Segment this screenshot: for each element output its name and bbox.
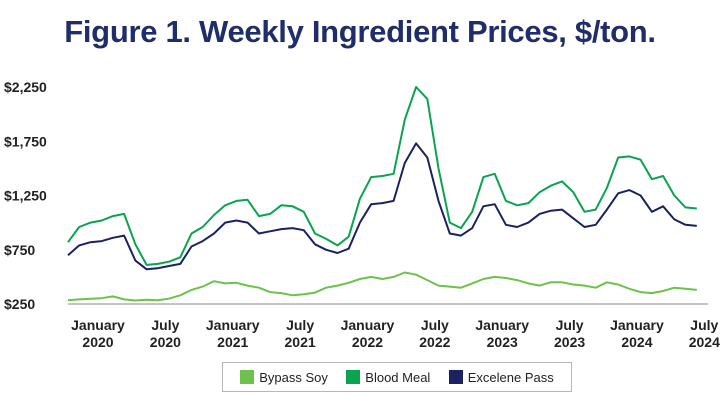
x-tick-label: January	[610, 317, 664, 333]
x-tick-label: 2024	[621, 334, 652, 350]
series-line-excelene-pass	[67, 142, 697, 271]
y-tick-label: $2,250	[4, 79, 47, 95]
x-axis-tick-labels: January2020July2020January2021July2021Ja…	[71, 317, 720, 350]
x-tick-label: 2023	[487, 334, 518, 350]
x-tick-label: July	[421, 317, 449, 333]
series-line-bypass-soy	[67, 271, 697, 302]
chart-legend: Bypass Soy Blood Meal Excelene Pass	[222, 362, 572, 392]
series-lines	[67, 86, 697, 302]
x-tick-label: 2024	[689, 334, 720, 350]
legend-item-excelene-pass: Excelene Pass	[448, 369, 554, 385]
legend-item-blood-meal: Blood Meal	[346, 370, 430, 385]
legend-swatch-excelene-pass	[448, 370, 463, 384]
x-tick-label: January	[71, 317, 125, 333]
x-tick-label: January	[341, 317, 395, 333]
legend-swatch-bypass-soy	[240, 370, 255, 384]
y-axis-tick-labels: $250 $750 $1,250 $1,750 $2,250	[4, 79, 47, 312]
x-tick-label: 2020	[82, 334, 113, 350]
legend-label-bypass-soy: Bypass Soy	[259, 369, 328, 385]
x-tick-label: July	[151, 317, 179, 333]
x-tick-label: 2021	[285, 334, 316, 350]
y-tick-label: $1,750	[4, 133, 47, 149]
x-tick-label: 2023	[554, 334, 585, 350]
legend-swatch-blood-meal	[346, 370, 361, 384]
x-tick-label: July	[556, 317, 584, 333]
y-tick-label: $250	[4, 296, 35, 312]
x-tick-label: 2021	[217, 334, 248, 350]
x-tick-label: July	[286, 317, 314, 333]
series-line-blood-meal	[67, 86, 697, 266]
legend-label-blood-meal: Blood Meal	[365, 369, 431, 385]
x-tick-label: 2020	[150, 334, 181, 350]
legend-item-bypass-soy: Bypass Soy	[240, 370, 328, 385]
x-tick-label: 2022	[352, 334, 383, 350]
chart-title: Figure 1. Weekly Ingredient Prices, $/to…	[64, 14, 656, 49]
y-tick-label: $1,250	[4, 188, 47, 204]
legend-label-excelene-pass: Excelene Pass	[467, 369, 554, 385]
x-tick-label: 2022	[419, 334, 450, 350]
x-tick-label: January	[475, 317, 529, 333]
x-tick-label: July	[690, 317, 718, 333]
line-chart: $250$750$1,250$1,750$2,250 January2020Ju…	[4, 79, 720, 350]
x-tick-label: January	[206, 317, 260, 333]
y-tick-label: $750	[4, 242, 35, 258]
